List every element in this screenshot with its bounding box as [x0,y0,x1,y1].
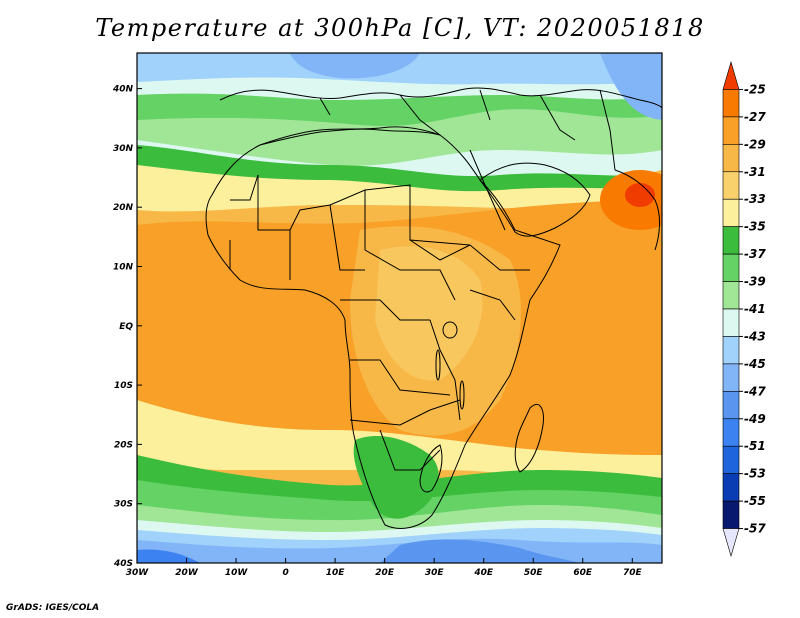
colorbar-swatch [722,144,740,173]
colorbar-label: -29 [744,137,766,151]
colorbar-swatch [722,445,740,474]
colorbar-label: -43 [744,329,766,343]
y-axis: 40N 30N 20N 10N EQ 10S 20S 30S 40S [112,85,142,569]
x-tick-label: 20W [175,568,199,578]
colorbar-label: -37 [744,247,766,261]
x-tick-label: 70E [623,568,643,578]
colorbar-swatch [722,89,740,118]
colorbar-swatch [722,336,740,365]
plot-frame [136,52,663,564]
colorbar-swatch [722,363,740,392]
colorbar-swatch [722,226,740,255]
grads-credit: GrADS: IGES/COLA [6,603,100,613]
y-tick-label: 30N [113,144,134,154]
x-tick-label: 10W [225,568,249,578]
colorbar-label: -39 [744,275,766,289]
colorbar-label: -27 [744,110,766,124]
y-tick-label: 10S [114,381,133,391]
colorbar-swatch [722,198,740,227]
x-tick-label: 60E [573,568,593,578]
colorbar-swatch [722,171,740,200]
colorbar-label: -31 [744,165,766,179]
colorbar-swatch [722,500,740,529]
colorbar-swatch [722,391,740,420]
x-tick-label: 10E [326,568,346,578]
x-tick-label: 40E [473,568,494,578]
map-title: Temperature at 300hPa [C], VT: 202005181… [95,14,705,42]
y-tick-label: 40N [112,85,134,95]
colorbar-swatch [722,116,740,145]
colorbar-label: -51 [744,439,766,453]
x-tick-label: 30W [126,568,150,578]
colorbar-swatch [722,418,740,447]
colorbar-label: -49 [744,412,766,426]
x-tick-label: 0 [282,568,288,578]
colorbar-label: -55 [744,494,766,508]
y-tick-label: 30S [114,500,133,510]
x-tick-label: 20E [375,568,395,578]
y-tick-label: 10N [113,262,134,272]
y-tick-label: 40S [113,559,133,569]
colorbar-label: -47 [744,384,766,398]
x-axis: 30W 20W 10W 0 10E 20E 30E 40E 50E 60E 70E [126,558,643,578]
colorbar-end-triangle [722,528,740,558]
colorbar-label: -33 [744,192,766,206]
colorbar-label: -53 [744,467,766,481]
x-tick-label: 50E [524,568,544,578]
y-tick-label: 20S [114,440,133,450]
y-tick-label: 20N [113,203,134,213]
colorbar-label: -41 [744,302,766,316]
temperature-field [137,53,662,563]
colorbar-swatch [722,253,740,282]
colorbar-label: -35 [744,220,766,234]
y-tick-label: EQ [119,322,133,332]
x-tick-label: 30E [425,568,445,578]
colorbar-label: -25 [744,82,766,96]
colorbar-label: -45 [744,357,766,371]
colorbar-swatch [722,281,740,310]
coastlines [205,87,662,529]
colorbar-swatch [722,473,740,502]
colorbar-end-triangle [722,60,740,90]
colorbar: -25 -27 -29 -31 -33 -35 -37 -39 -41 -43 -45 -47 -49 -… [722,60,766,558]
colorbar-label: -57 [744,522,766,536]
colorbar-swatch [722,308,740,337]
